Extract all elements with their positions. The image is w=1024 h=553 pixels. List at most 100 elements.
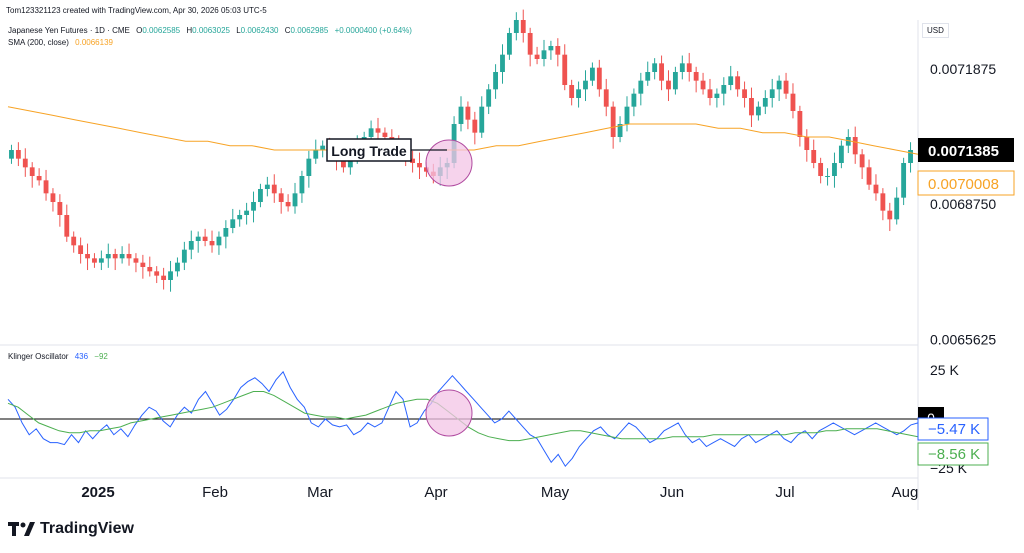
candle-body bbox=[728, 76, 734, 85]
candle-body bbox=[852, 137, 858, 155]
candle-body bbox=[811, 150, 817, 163]
candle-body bbox=[50, 193, 56, 202]
oscillator-value-2: −92 bbox=[94, 352, 108, 361]
candle-body bbox=[755, 106, 761, 116]
high-label: H bbox=[186, 26, 193, 35]
candle-body bbox=[534, 54, 540, 59]
candle-body bbox=[147, 267, 153, 272]
candle-body bbox=[596, 67, 602, 90]
candle-body bbox=[686, 63, 692, 72]
time-tick-label: Feb bbox=[202, 484, 228, 501]
candle-body bbox=[126, 254, 132, 259]
candle-body bbox=[845, 137, 851, 146]
sma-legend[interactable]: SMA (200, close) 0.0066139 bbox=[8, 38, 113, 47]
candle-body bbox=[762, 98, 768, 107]
candle-body bbox=[271, 184, 277, 194]
candle-body bbox=[22, 158, 28, 168]
candle-body bbox=[520, 20, 526, 33]
sma-price-label: 0.0070008 bbox=[928, 176, 999, 193]
candle-body bbox=[92, 258, 97, 263]
candle-body bbox=[306, 158, 312, 176]
candle-body bbox=[29, 167, 35, 176]
candle-body bbox=[825, 176, 830, 177]
sma-value: 0.0066139 bbox=[75, 38, 113, 47]
candle-body bbox=[479, 106, 485, 133]
candle-body bbox=[195, 236, 201, 241]
candle-body bbox=[749, 98, 754, 116]
crossover-highlight-circle bbox=[425, 389, 473, 437]
currency-label[interactable]: USD bbox=[922, 23, 949, 38]
candle-body bbox=[838, 145, 844, 163]
time-tick-label: Jun bbox=[660, 484, 684, 501]
candle-body bbox=[465, 106, 471, 120]
candle-body bbox=[209, 241, 215, 246]
candle-body bbox=[818, 163, 824, 176]
candle-body bbox=[216, 236, 222, 246]
candle-body bbox=[880, 193, 886, 211]
candle-body bbox=[161, 275, 167, 280]
candle-body bbox=[258, 189, 263, 202]
signal-value-label: −8.56 K bbox=[928, 446, 980, 463]
last-price-box bbox=[918, 138, 1014, 162]
price-pane bbox=[7, 9, 919, 292]
oscillator-legend[interactable]: Klinger Oscillator 436 −92 bbox=[8, 352, 108, 361]
time-tick-label: Jul bbox=[775, 484, 794, 501]
candle-body bbox=[64, 215, 70, 237]
candle-body bbox=[237, 215, 243, 220]
candle-body bbox=[624, 106, 630, 124]
candle-body bbox=[410, 158, 416, 163]
candle-body bbox=[583, 80, 588, 90]
time-tick-label: Mar bbox=[307, 484, 333, 501]
brand-name: TradingView bbox=[40, 520, 134, 537]
candle-body bbox=[804, 137, 810, 150]
candle-body bbox=[9, 150, 14, 159]
candle-body bbox=[866, 167, 872, 185]
candle-body bbox=[548, 46, 554, 51]
candle-body bbox=[251, 202, 256, 211]
candle-body bbox=[797, 111, 803, 137]
change-value: +0.0000400 (+0.64%) bbox=[334, 26, 412, 35]
candle-body bbox=[859, 154, 865, 168]
oscillator-label: Klinger Oscillator bbox=[8, 352, 69, 361]
candle-body bbox=[154, 271, 160, 276]
candle-body bbox=[506, 33, 512, 55]
candle-body bbox=[659, 63, 664, 81]
candle-body bbox=[341, 158, 346, 168]
candle-body bbox=[894, 197, 900, 220]
candle-body bbox=[693, 72, 699, 81]
symbol-name: Japanese Yen Futures · 1D · CME bbox=[8, 26, 130, 35]
highlight-circle bbox=[425, 139, 473, 187]
candle-body bbox=[500, 54, 505, 72]
candle-body bbox=[43, 180, 49, 194]
candle-body bbox=[493, 72, 499, 90]
candle-body bbox=[617, 124, 623, 137]
sma-label: SMA (200, close) bbox=[8, 38, 69, 47]
candle-body bbox=[700, 80, 706, 90]
annotation-label: Long Trade bbox=[331, 143, 407, 159]
candle-body bbox=[610, 106, 616, 137]
symbol-line: Japanese Yen Futures · 1D · CME O0.00625… bbox=[8, 26, 412, 35]
candle-body bbox=[527, 33, 533, 55]
candle-body bbox=[562, 54, 568, 85]
candle-body bbox=[278, 193, 284, 202]
candle-body bbox=[78, 245, 84, 254]
candle-body bbox=[707, 89, 713, 98]
candle-body bbox=[98, 258, 104, 263]
candle-body bbox=[71, 236, 77, 246]
tradingview-brand[interactable]: TradingView bbox=[8, 520, 134, 538]
candle-body bbox=[714, 93, 720, 98]
annotations: Long Trade bbox=[326, 138, 473, 437]
price-tick-label: 0.0071875 bbox=[930, 61, 996, 77]
candle-body bbox=[652, 63, 658, 72]
candle-body bbox=[140, 262, 146, 267]
candle-body bbox=[119, 254, 125, 259]
oscillator-value-1: 436 bbox=[74, 352, 89, 361]
candle-body bbox=[112, 254, 118, 259]
price-tick-label: 0.0065625 bbox=[930, 332, 996, 348]
candle-body bbox=[672, 72, 678, 90]
candle-body bbox=[776, 80, 782, 90]
candle-body bbox=[569, 85, 575, 98]
candle-body bbox=[417, 163, 422, 168]
candle-body bbox=[742, 89, 747, 98]
